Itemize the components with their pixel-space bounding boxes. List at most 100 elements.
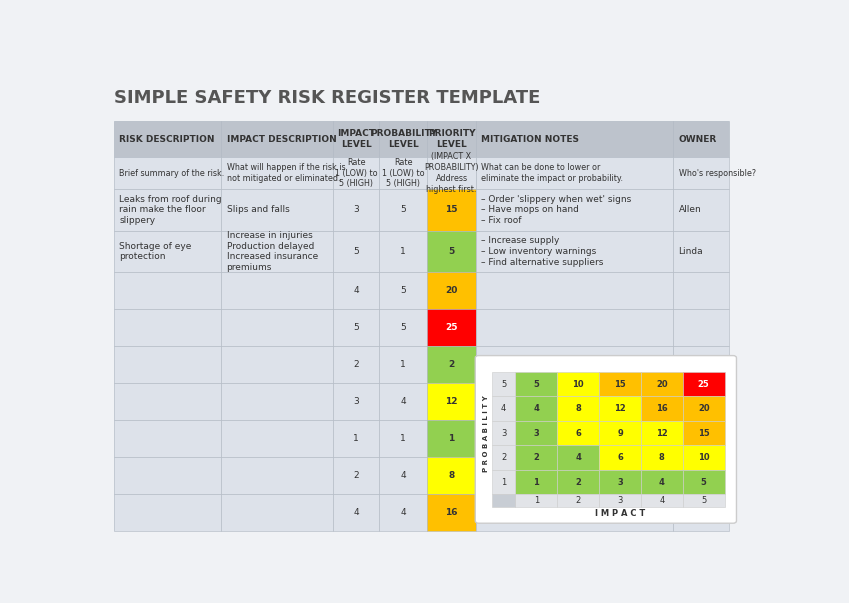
FancyBboxPatch shape	[114, 121, 222, 157]
FancyBboxPatch shape	[492, 372, 515, 396]
FancyBboxPatch shape	[114, 346, 222, 384]
Text: 3: 3	[501, 429, 506, 438]
FancyBboxPatch shape	[641, 396, 683, 421]
FancyBboxPatch shape	[476, 189, 673, 231]
Text: 16: 16	[446, 508, 458, 517]
FancyBboxPatch shape	[222, 157, 333, 189]
FancyBboxPatch shape	[333, 346, 380, 384]
FancyBboxPatch shape	[222, 384, 333, 420]
FancyBboxPatch shape	[476, 231, 673, 273]
Text: 5: 5	[448, 247, 455, 256]
FancyBboxPatch shape	[683, 446, 725, 470]
FancyBboxPatch shape	[380, 384, 427, 420]
Text: 5: 5	[353, 323, 359, 332]
Text: 5: 5	[533, 380, 539, 388]
Text: 3: 3	[353, 397, 359, 406]
Text: 1: 1	[534, 496, 539, 505]
FancyBboxPatch shape	[114, 121, 729, 531]
FancyBboxPatch shape	[557, 470, 599, 494]
FancyBboxPatch shape	[114, 309, 222, 346]
FancyBboxPatch shape	[476, 273, 673, 309]
Text: Rate
1 (LOW) to
5 (HIGH): Rate 1 (LOW) to 5 (HIGH)	[382, 158, 424, 188]
FancyBboxPatch shape	[333, 420, 380, 457]
FancyBboxPatch shape	[673, 121, 729, 157]
FancyBboxPatch shape	[222, 273, 333, 309]
FancyBboxPatch shape	[557, 494, 599, 507]
Text: 15: 15	[698, 429, 710, 438]
FancyBboxPatch shape	[114, 420, 222, 457]
FancyBboxPatch shape	[222, 346, 333, 384]
FancyBboxPatch shape	[380, 121, 427, 157]
FancyBboxPatch shape	[380, 346, 427, 384]
Text: 16: 16	[656, 404, 667, 413]
Text: 15: 15	[446, 205, 458, 214]
FancyBboxPatch shape	[683, 470, 725, 494]
FancyBboxPatch shape	[333, 273, 380, 309]
Text: 25: 25	[446, 323, 458, 332]
Text: 8: 8	[659, 453, 665, 462]
Text: 2: 2	[576, 496, 581, 505]
FancyBboxPatch shape	[673, 189, 729, 231]
FancyBboxPatch shape	[673, 273, 729, 309]
FancyBboxPatch shape	[683, 372, 725, 396]
FancyBboxPatch shape	[673, 457, 729, 494]
FancyBboxPatch shape	[476, 384, 673, 420]
FancyBboxPatch shape	[427, 309, 476, 346]
FancyBboxPatch shape	[673, 231, 729, 273]
FancyBboxPatch shape	[599, 470, 641, 494]
FancyBboxPatch shape	[599, 446, 641, 470]
Text: Linda: Linda	[678, 247, 703, 256]
Text: 5: 5	[701, 496, 706, 505]
Text: PROBABILITY
LEVEL: PROBABILITY LEVEL	[369, 130, 436, 149]
FancyBboxPatch shape	[380, 420, 427, 457]
FancyBboxPatch shape	[683, 494, 725, 507]
Text: 10: 10	[698, 453, 710, 462]
FancyBboxPatch shape	[492, 470, 515, 494]
FancyBboxPatch shape	[476, 494, 673, 531]
Text: 4: 4	[659, 496, 665, 505]
FancyBboxPatch shape	[673, 494, 729, 531]
FancyBboxPatch shape	[333, 231, 380, 273]
Text: 1: 1	[401, 361, 406, 370]
FancyBboxPatch shape	[683, 396, 725, 421]
FancyBboxPatch shape	[427, 157, 476, 189]
FancyBboxPatch shape	[222, 231, 333, 273]
FancyBboxPatch shape	[515, 446, 557, 470]
FancyBboxPatch shape	[333, 189, 380, 231]
FancyBboxPatch shape	[427, 494, 476, 531]
FancyBboxPatch shape	[427, 189, 476, 231]
FancyBboxPatch shape	[427, 273, 476, 309]
FancyBboxPatch shape	[557, 396, 599, 421]
Text: Allen: Allen	[678, 205, 701, 214]
Text: RISK DESCRIPTION: RISK DESCRIPTION	[119, 134, 215, 144]
FancyBboxPatch shape	[673, 384, 729, 420]
Text: 5: 5	[401, 286, 406, 295]
FancyBboxPatch shape	[476, 346, 673, 384]
Text: (IMPACT X
PROBABILITY)
Address
highest first.: (IMPACT X PROBABILITY) Address highest f…	[424, 153, 479, 194]
FancyBboxPatch shape	[599, 421, 641, 446]
FancyBboxPatch shape	[599, 494, 641, 507]
FancyBboxPatch shape	[492, 494, 515, 507]
Text: Increase in injuries
Production delayed
Increased insurance
premiums: Increase in injuries Production delayed …	[227, 231, 318, 272]
Text: 2: 2	[501, 453, 506, 462]
FancyBboxPatch shape	[114, 494, 222, 531]
Text: OWNER: OWNER	[678, 134, 717, 144]
FancyBboxPatch shape	[515, 396, 557, 421]
Text: 20: 20	[698, 404, 710, 413]
Text: SIMPLE SAFETY RISK REGISTER TEMPLATE: SIMPLE SAFETY RISK REGISTER TEMPLATE	[114, 89, 541, 107]
FancyBboxPatch shape	[476, 121, 673, 157]
Text: 3: 3	[617, 496, 622, 505]
Text: P R O B A B I L I T Y: P R O B A B I L I T Y	[483, 395, 489, 472]
FancyBboxPatch shape	[333, 494, 380, 531]
Text: 5: 5	[401, 323, 406, 332]
FancyBboxPatch shape	[380, 189, 427, 231]
Text: Leaks from roof during
rain make the floor
slippery: Leaks from roof during rain make the flo…	[119, 195, 222, 225]
FancyBboxPatch shape	[114, 384, 222, 420]
Text: 9: 9	[617, 429, 623, 438]
FancyBboxPatch shape	[222, 309, 333, 346]
FancyBboxPatch shape	[476, 157, 673, 189]
FancyBboxPatch shape	[673, 346, 729, 384]
Text: Shortage of eye
protection: Shortage of eye protection	[119, 242, 192, 262]
Text: MITIGATION NOTES: MITIGATION NOTES	[481, 134, 579, 144]
Text: 4: 4	[401, 471, 406, 480]
